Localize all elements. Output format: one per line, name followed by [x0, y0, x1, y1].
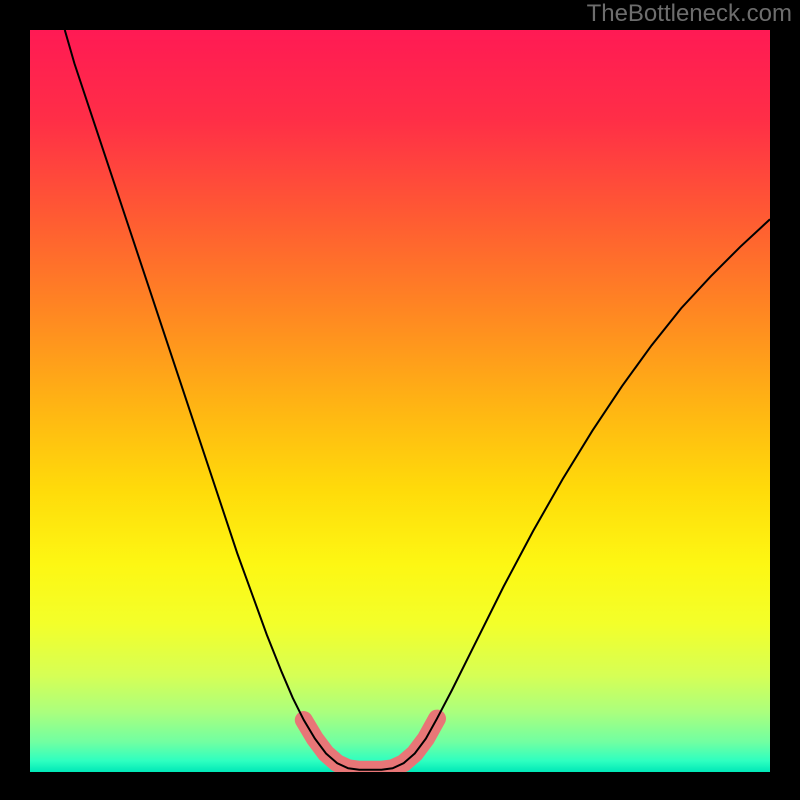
chart-background: [30, 30, 770, 772]
chart-frame: TheBottleneck.com: [0, 0, 800, 800]
watermark-text: TheBottleneck.com: [587, 0, 792, 28]
bottleneck-chart: [30, 30, 770, 772]
